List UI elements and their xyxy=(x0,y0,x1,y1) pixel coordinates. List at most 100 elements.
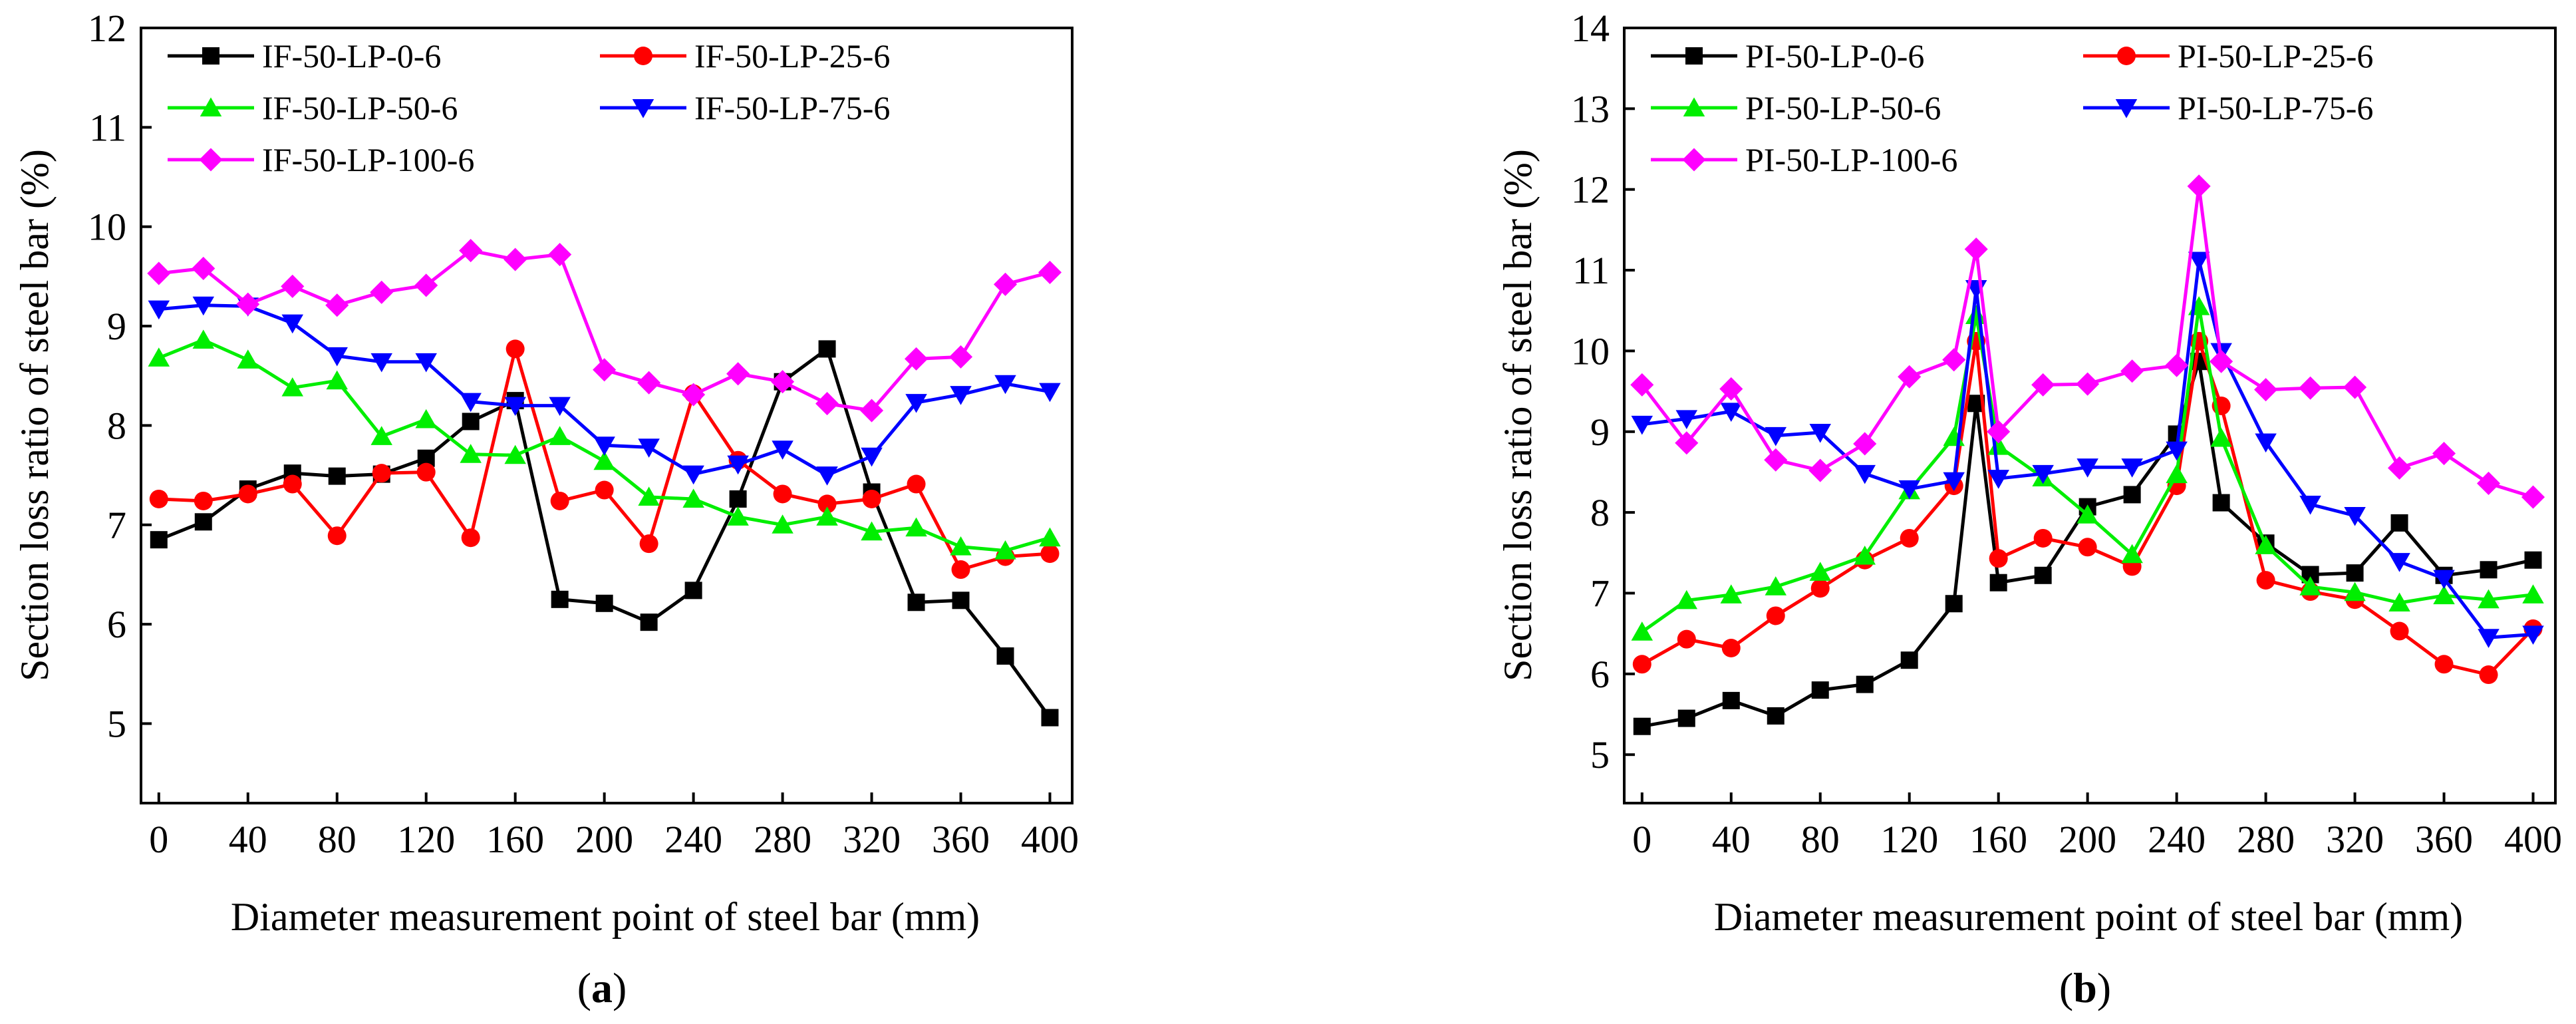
x-tick-label: 40 xyxy=(1712,818,1751,861)
data-point xyxy=(1942,348,1966,372)
data-point xyxy=(772,440,793,460)
legend-item: PI-50-LP-100-6 xyxy=(1651,141,1957,178)
y-axis-title: Section loss ratio of steel bar (%) xyxy=(1496,149,1540,681)
data-point xyxy=(1964,237,1988,261)
data-point xyxy=(370,353,392,373)
data-point xyxy=(150,531,168,549)
chart-panel-b: 0 40 80 120 160 200 240 280 320 360 400 5 6 7 8 9 10 11 1… xyxy=(1496,7,2562,1011)
series-group xyxy=(147,239,1062,727)
data-point xyxy=(950,386,972,405)
data-point xyxy=(2299,576,2321,596)
x-tick-label: 320 xyxy=(843,818,901,861)
y-tick-label: 12 xyxy=(1571,168,1610,212)
data-point xyxy=(907,474,926,494)
data-point xyxy=(2522,584,2544,603)
data-point xyxy=(327,526,347,546)
y-tick-label: 6 xyxy=(1590,653,1610,696)
y-tick-label: 5 xyxy=(107,703,126,746)
data-point xyxy=(1900,651,1918,669)
data-point xyxy=(639,534,658,554)
data-point xyxy=(1945,595,1963,613)
data-point xyxy=(2344,582,2366,601)
data-point xyxy=(460,444,482,463)
data-point xyxy=(414,273,438,297)
series-IF-50-LP-75-6 xyxy=(148,296,1061,486)
y-tick-label: 12 xyxy=(88,7,126,50)
x-tick-label: 240 xyxy=(2148,818,2206,861)
data-point xyxy=(2343,375,2367,399)
panel-label-b: (b) xyxy=(2059,964,2111,1011)
data-point xyxy=(1675,590,1698,609)
data-point xyxy=(1965,305,1987,325)
y-axis-title: Section loss ratio of steel bar (%) xyxy=(13,149,57,681)
data-point xyxy=(2078,538,2097,557)
data-point xyxy=(1675,431,1699,455)
data-point xyxy=(1853,432,1877,456)
x-tick-label: 80 xyxy=(1801,818,1840,861)
data-point xyxy=(905,394,927,413)
data-point xyxy=(1854,464,1876,484)
data-point xyxy=(2188,252,2210,271)
y-tick-label: 10 xyxy=(1571,329,1610,373)
data-point xyxy=(2434,655,2454,674)
legend-label: IF-50-LP-75-6 xyxy=(694,89,890,126)
legend-marker xyxy=(1683,97,1705,116)
y-tick-label: 8 xyxy=(1590,491,1610,534)
y-axis-ticks: 5 6 7 8 9 10 11 12 13 14 xyxy=(1571,7,1635,776)
data-point xyxy=(281,274,305,298)
x-axis-title: Diameter measurement point of steel bar … xyxy=(231,895,980,939)
data-point xyxy=(729,490,747,508)
data-point xyxy=(1677,629,1696,649)
data-point xyxy=(236,292,260,316)
legend-label: IF-50-LP-25-6 xyxy=(694,37,890,75)
x-tick-label: 120 xyxy=(1880,818,1938,861)
data-point xyxy=(638,438,660,458)
plot-frame xyxy=(140,27,1073,804)
x-axis-ticks: 0 40 80 120 160 200 240 280 320 360 400 xyxy=(1632,792,2562,861)
legend-label: PI-50-LP-0-6 xyxy=(1745,37,1924,75)
y-tick-label: 13 xyxy=(1571,87,1610,130)
panel-label-open: ( xyxy=(577,964,591,1011)
data-point xyxy=(2187,174,2211,198)
x-tick-label: 0 xyxy=(1632,818,1651,861)
data-point xyxy=(994,375,1016,395)
data-point xyxy=(1810,579,1830,598)
data-point xyxy=(1856,675,1874,693)
series-PI-50-LP-75-6 xyxy=(1631,252,2544,648)
x-tick-label: 120 xyxy=(397,818,455,861)
legend-item: PI-50-LP-75-6 xyxy=(2083,89,2373,126)
data-point xyxy=(1989,574,2007,592)
data-point xyxy=(1898,365,1922,389)
data-point xyxy=(1719,377,1743,401)
data-point xyxy=(281,377,304,397)
series-IF-50-LP-100-6 xyxy=(147,239,1062,423)
legend-marker xyxy=(1682,148,1706,172)
x-axis-ticks: 0 40 80 120 160 200 240 280 320 360 400 xyxy=(149,792,1079,861)
series-IF-50-LP-50-6 xyxy=(148,329,1061,560)
data-point xyxy=(2255,535,2277,554)
data-point xyxy=(2478,589,2500,609)
legend-marker xyxy=(199,148,223,172)
y-tick-label: 10 xyxy=(88,206,126,249)
data-point xyxy=(2524,551,2542,569)
series-IF-50-LP-0-6 xyxy=(150,340,1059,727)
data-point xyxy=(1808,458,1832,482)
data-point xyxy=(993,272,1018,296)
data-point xyxy=(1041,709,1059,727)
legend-item: IF-50-LP-75-6 xyxy=(600,89,890,126)
data-point xyxy=(2032,464,2054,484)
data-point xyxy=(148,300,170,320)
data-point xyxy=(2388,553,2410,572)
y-tick-label: 11 xyxy=(89,106,126,149)
data-point xyxy=(370,280,394,304)
data-point xyxy=(2299,495,2321,515)
panel-label-close: ) xyxy=(2097,964,2111,1011)
y-tick-label: 9 xyxy=(1590,411,1610,454)
data-point xyxy=(2479,665,2498,685)
data-point xyxy=(1633,717,1651,735)
data-point xyxy=(2344,506,2366,526)
data-point xyxy=(2255,433,2277,453)
legend-label: PI-50-LP-75-6 xyxy=(2178,89,2373,126)
data-point xyxy=(328,467,346,485)
legend-marker xyxy=(202,47,219,65)
